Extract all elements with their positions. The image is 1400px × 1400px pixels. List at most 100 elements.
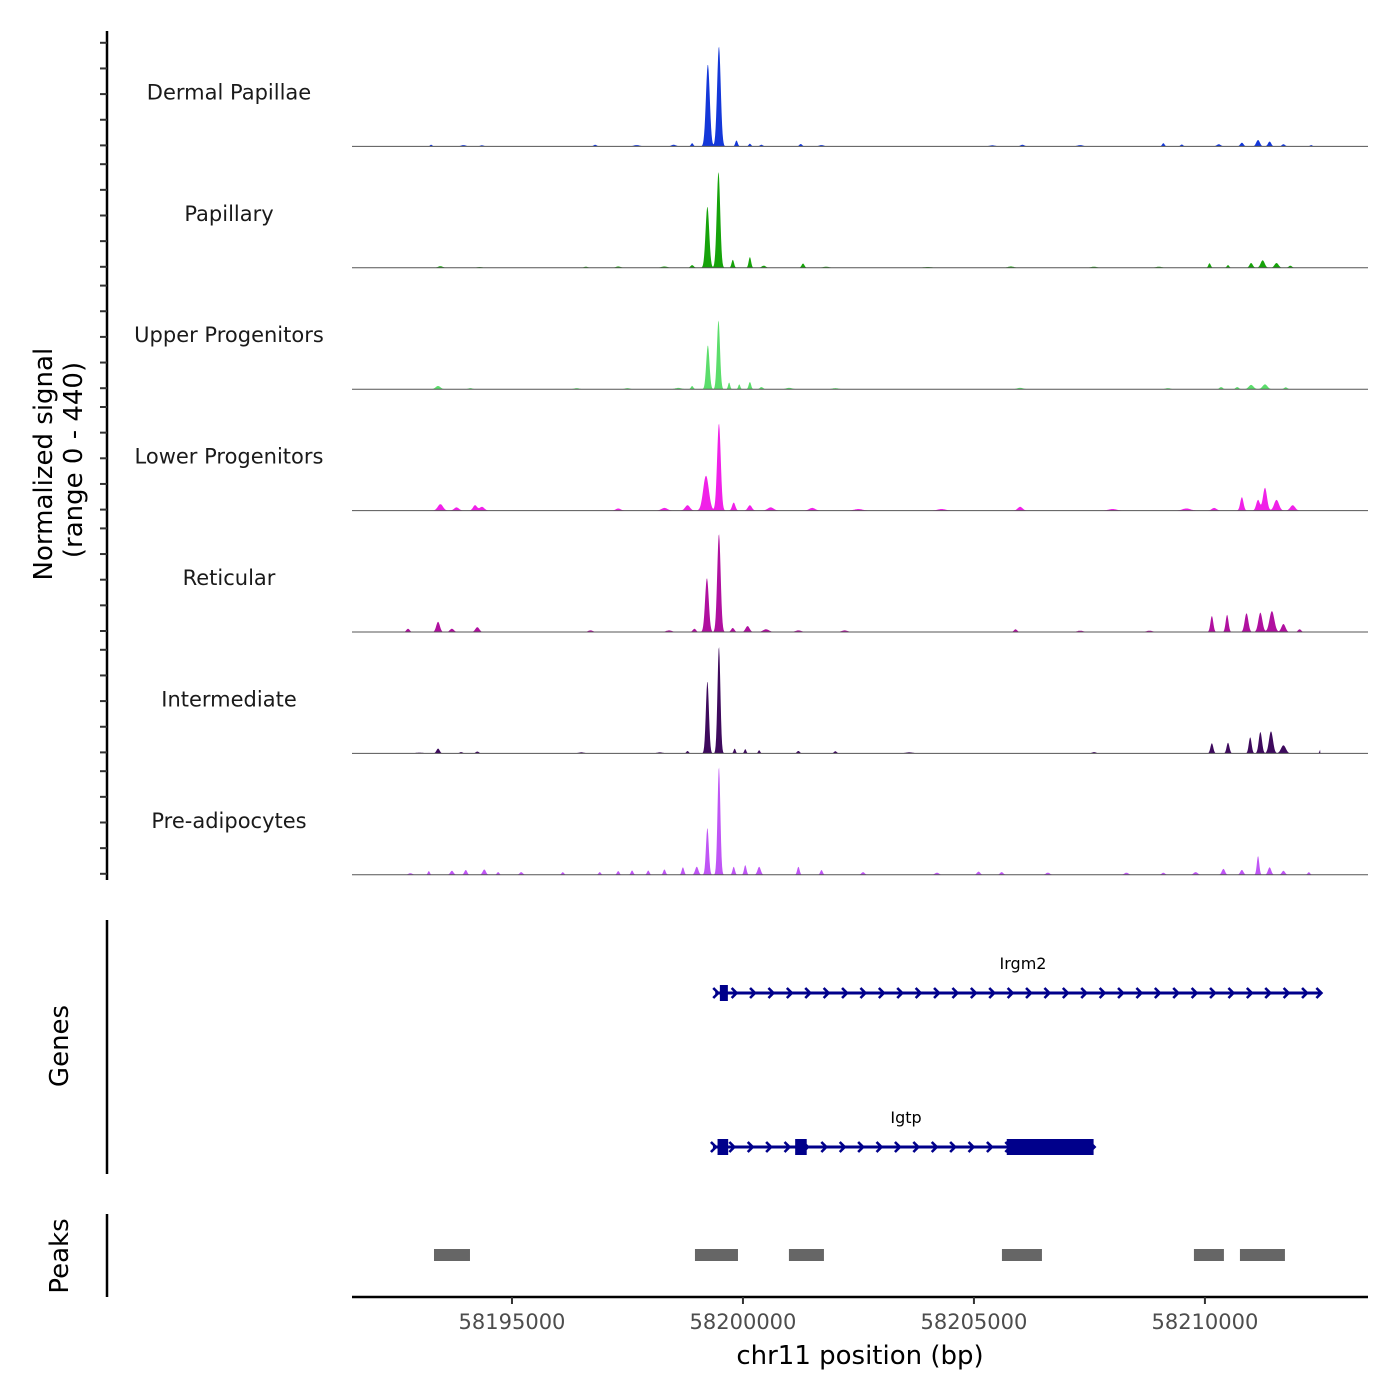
x-tick-label: 58195000 [459, 1310, 566, 1334]
track-label-dermal-papillae: Dermal Papillae [147, 80, 311, 104]
strand-arrow-icon [1153, 987, 1162, 999]
track-upper-progenitors [352, 320, 1368, 390]
strand-arrow-icon [1172, 987, 1181, 999]
strand-arrow-icon [1190, 987, 1199, 999]
gene-exon [1006, 1139, 1094, 1155]
strand-arrow-icon [951, 987, 960, 999]
strand-arrow-icon [933, 987, 941, 999]
strand-arrow-icon [1282, 987, 1291, 999]
strand-arrow-icon [1315, 987, 1324, 999]
y-axis-title: Normalized signal (range 0 - 440) [29, 340, 89, 581]
strand-arrow-icon [1209, 987, 1217, 999]
strand-arrow-icon [1025, 987, 1033, 999]
signal-area-papillary [401, 172, 1321, 268]
signal-area-upper-progenitors [401, 320, 1321, 390]
strand-arrow-icon [767, 987, 776, 999]
gene-exon [719, 985, 728, 1001]
signal-y-axis [100, 31, 109, 880]
strand-arrow-icon [785, 987, 794, 999]
gene-label-irgm2: Irgm2 [1000, 954, 1047, 973]
peak-region [1001, 1249, 1042, 1261]
strand-arrow-icon [1006, 987, 1015, 999]
x-tick-label: 58210000 [1151, 1310, 1258, 1334]
strand-arrow-icon [896, 987, 905, 999]
peak-region [433, 1249, 470, 1261]
y-axis-title-line-1: Normalized signal [29, 348, 59, 581]
strand-arrow-icon [822, 987, 831, 999]
strand-arrow-icon [1135, 987, 1144, 999]
x-tick-label: 58205000 [920, 1310, 1027, 1334]
strand-arrow-icon [783, 1141, 792, 1153]
strand-arrow-icon [730, 987, 739, 999]
peak-region [1239, 1249, 1285, 1261]
track-label-upper-progenitors: Upper Progenitors [134, 323, 324, 347]
track-papillary [352, 172, 1368, 269]
track-reticular [352, 534, 1368, 633]
strand-arrow-icon [1245, 987, 1254, 999]
gene-irgm2: Irgm2 [712, 954, 1324, 1001]
strand-arrow-icon [746, 1141, 755, 1153]
signal-area-pre-adipocytes [401, 767, 1321, 875]
strand-arrow-icon [838, 1141, 847, 1153]
strand-arrow-icon [1264, 987, 1273, 999]
genes-track-label: Genes [45, 1005, 75, 1087]
track-pre-adipocytes [352, 767, 1368, 876]
strand-arrow-icon [841, 987, 849, 999]
strand-arrow-icon [1061, 987, 1070, 999]
strand-arrow-icon [749, 987, 757, 999]
strand-arrow-icon [914, 987, 923, 999]
strand-arrow-icon [859, 987, 868, 999]
gene-igtp: Igtp [710, 1108, 1097, 1155]
strand-arrow-icon [930, 1141, 939, 1153]
strand-arrow-icon [912, 1141, 921, 1153]
signal-area-intermediate [401, 647, 1321, 754]
genes-track: Irgm2 Igtp [105, 920, 1324, 1174]
strand-arrow-icon [969, 987, 978, 999]
strand-arrow-icon [875, 1141, 884, 1153]
gene-label-igtp: Igtp [890, 1108, 921, 1127]
strand-arrow-icon [1098, 987, 1107, 999]
strand-arrow-icon [877, 987, 886, 999]
peak-region [1193, 1249, 1224, 1261]
strand-arrow-icon [710, 1141, 718, 1153]
strand-arrow-icon [1227, 987, 1236, 999]
peak-region [788, 1249, 824, 1261]
x-axis-title: chr11 position (bp) [736, 1341, 983, 1371]
strand-arrow-icon [1117, 987, 1125, 999]
gene-exon [795, 1139, 807, 1155]
track-labels: Dermal Papillae Papillary Upper Progenitor… [134, 80, 324, 832]
strand-arrow-icon [765, 1141, 773, 1153]
peaks-track [105, 1214, 1285, 1297]
strand-arrow-icon [1043, 987, 1052, 999]
track-label-papillary: Papillary [184, 202, 273, 226]
peak-region [694, 1249, 738, 1261]
y-axis-title-line-2: (range 0 - 440) [59, 362, 89, 558]
strand-arrow-icon [820, 1141, 829, 1153]
signal-area-lower-progenitors [401, 423, 1321, 511]
strand-arrow-icon [1080, 987, 1089, 999]
x-axis: 58195000 58200000 58205000 58210000 [352, 1295, 1368, 1334]
strand-arrow-icon [988, 987, 997, 999]
track-label-reticular: Reticular [183, 566, 276, 590]
track-label-lower-progenitors: Lower Progenitors [135, 445, 324, 469]
strand-arrow-icon [712, 987, 721, 999]
strand-arrow-icon [1301, 987, 1309, 999]
track-lower-progenitors [352, 423, 1368, 512]
strand-arrow-icon [986, 1141, 994, 1153]
signal-area-reticular [401, 534, 1321, 632]
strand-arrow-icon [804, 987, 813, 999]
signal-tracks [352, 46, 1368, 876]
x-tick-label: 58200000 [690, 1310, 797, 1334]
track-label-intermediate: Intermediate [161, 687, 297, 711]
track-dermal-papillae [352, 46, 1368, 147]
strand-arrow-icon [857, 1141, 865, 1153]
strand-arrow-icon [949, 1141, 957, 1153]
strand-arrow-icon [728, 1141, 737, 1153]
gene-exon [717, 1139, 729, 1155]
track-intermediate [352, 647, 1368, 754]
peaks-track-label: Peaks [45, 1218, 75, 1293]
signal-area-dermal-papillae [401, 46, 1321, 147]
strand-arrow-icon [967, 1141, 976, 1153]
strand-arrow-icon [894, 1141, 902, 1153]
